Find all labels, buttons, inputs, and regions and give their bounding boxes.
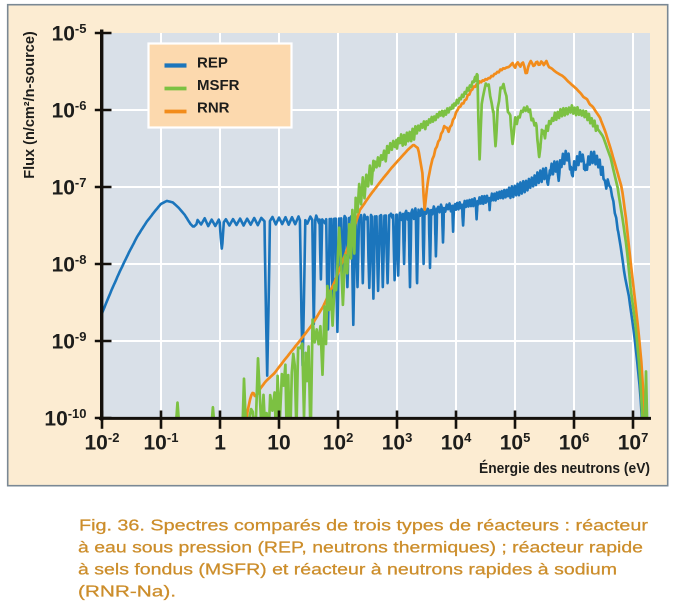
svg-text:-6: -6 <box>75 98 87 113</box>
svg-text:10: 10 <box>618 432 641 455</box>
svg-text:-2: -2 <box>108 430 120 445</box>
svg-text:10: 10 <box>52 331 75 354</box>
svg-text:-9: -9 <box>75 329 87 344</box>
svg-text:à eau sous pression (REP, neut: à eau sous pression (REP, neutrons therm… <box>78 540 643 557</box>
svg-text:10: 10 <box>85 432 108 455</box>
svg-text:à sels fondus (MSFR) et réacte: à sels fondus (MSFR) et réacteur à neutr… <box>78 562 617 579</box>
svg-text:10: 10 <box>144 432 167 455</box>
svg-text:RNR: RNR <box>197 100 230 117</box>
svg-text:10: 10 <box>382 432 405 455</box>
svg-text:10: 10 <box>441 432 464 455</box>
svg-text:-8: -8 <box>75 252 87 267</box>
svg-text:10: 10 <box>44 408 67 431</box>
svg-text:(RNR-Na).: (RNR-Na). <box>78 584 176 601</box>
svg-text:10: 10 <box>52 100 75 123</box>
svg-text:10: 10 <box>52 254 75 277</box>
svg-text:2: 2 <box>346 430 353 445</box>
svg-text:10: 10 <box>52 23 75 46</box>
svg-text:-1: -1 <box>167 430 179 445</box>
svg-text:REP: REP <box>197 55 228 72</box>
svg-text:5: 5 <box>523 430 530 445</box>
svg-text:MSFR: MSFR <box>197 77 240 94</box>
svg-text:1: 1 <box>214 432 226 455</box>
svg-text:4: 4 <box>464 430 472 445</box>
svg-text:10: 10 <box>500 432 523 455</box>
svg-text:3: 3 <box>405 430 412 445</box>
svg-text:Énergie des neutrons (eV): Énergie des neutrons (eV) <box>479 460 650 477</box>
svg-text:-7: -7 <box>75 175 87 190</box>
svg-text:-10: -10 <box>68 406 87 421</box>
svg-text:Flux (n/cm²/n-source): Flux (n/cm²/n-source) <box>22 31 38 179</box>
svg-text:10: 10 <box>267 432 290 455</box>
svg-text:7: 7 <box>641 430 648 445</box>
svg-text:Fig. 36. Spectres comparés de: Fig. 36. Spectres comparés de trois type… <box>79 518 648 535</box>
svg-text:10: 10 <box>559 432 582 455</box>
svg-text:-5: -5 <box>75 21 87 36</box>
svg-text:10: 10 <box>323 432 346 455</box>
svg-text:10: 10 <box>52 177 75 200</box>
svg-text:6: 6 <box>582 430 589 445</box>
